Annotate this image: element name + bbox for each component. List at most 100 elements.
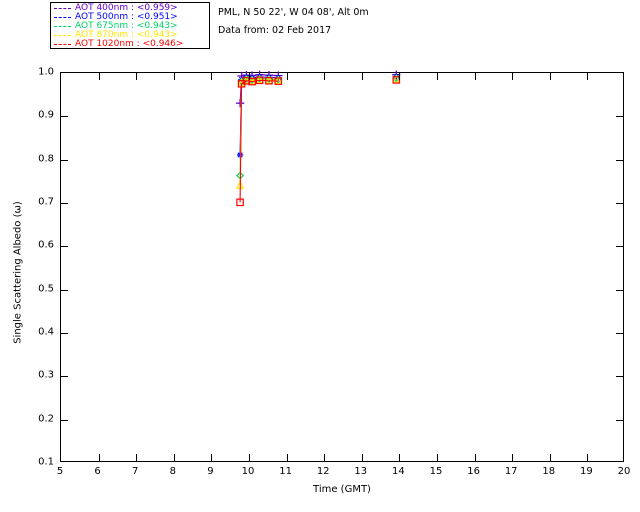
y-axis-tick xyxy=(61,159,68,161)
x-axis-tick xyxy=(98,454,100,461)
x-tick-label: 6 xyxy=(94,466,101,477)
y-axis-tick xyxy=(616,116,623,118)
x-axis-tick xyxy=(136,454,138,461)
x-axis-tick xyxy=(136,73,138,80)
data-point-diamond xyxy=(236,171,245,180)
data-point-triangle xyxy=(255,74,264,84)
y-axis-tick xyxy=(616,203,623,204)
plot-area xyxy=(60,70,624,462)
x-axis-tick xyxy=(324,73,326,80)
legend-item: AOT 1020nm : <0.946> xyxy=(54,40,207,49)
y-tick-labels: 0.1 0.2 0.3 0.4 0.5 0.6 0.7 0.8 0.9 1.0 xyxy=(0,0,54,512)
x-tick-label: 10 xyxy=(241,466,255,477)
data-point-square xyxy=(236,198,244,207)
data-point-plus xyxy=(255,70,264,79)
x-axis-tick xyxy=(324,454,326,461)
y-axis-tick xyxy=(61,203,68,204)
legend-dash-icon xyxy=(54,26,71,27)
data-point-star xyxy=(275,74,282,81)
x-tick-label: 7 xyxy=(132,466,139,477)
data-point-diamond xyxy=(274,75,283,84)
x-axis-tick xyxy=(361,454,363,461)
data-point-star xyxy=(265,74,273,81)
x-axis-tick xyxy=(286,73,288,80)
series-aot-675nm xyxy=(236,74,401,180)
y-tick-label: 0.6 xyxy=(38,239,54,251)
y-axis-tick xyxy=(616,289,623,291)
x-axis-tick xyxy=(249,454,250,461)
y-tick-label: 0.7 xyxy=(38,196,54,208)
legend-item: AOT 400nm : <0.959> xyxy=(54,4,207,13)
legend-item-label: AOT 870nm : <0.943> xyxy=(75,30,178,40)
data-point-diamond xyxy=(264,75,273,84)
series-line xyxy=(239,78,279,186)
x-tick-label: 12 xyxy=(316,466,330,477)
data-point-square xyxy=(255,76,264,85)
x-tick-label: 9 xyxy=(207,466,214,477)
legend-item: AOT 870nm : <0.943> xyxy=(54,31,207,40)
y-tick-label: 0.2 xyxy=(38,413,54,425)
data-point-star xyxy=(256,73,263,81)
x-tick-label: 17 xyxy=(504,466,518,477)
data-point-plus xyxy=(237,71,246,81)
y-tick-label: 0.1 xyxy=(38,456,54,468)
y-tick-label: 1.0 xyxy=(38,66,54,78)
y-axis-tick xyxy=(61,116,68,118)
series-line xyxy=(239,74,279,104)
legend-dash-icon xyxy=(54,44,71,45)
x-axis-tick xyxy=(361,73,363,80)
data-point-triangle xyxy=(274,75,283,85)
x-axis-tick xyxy=(399,454,401,461)
x-tick-label: 14 xyxy=(392,466,405,477)
data-date-text: Data from: 02 Feb 2017 xyxy=(218,25,332,36)
data-point-triangle xyxy=(235,180,245,189)
y-axis-tick xyxy=(61,333,68,334)
x-tick-label: 5 xyxy=(56,466,64,477)
data-point-square xyxy=(274,77,283,85)
y-axis-tick xyxy=(616,159,623,161)
legend-item: AOT 675nm : <0.943> xyxy=(54,22,207,31)
x-axis-tick xyxy=(211,73,213,80)
y-tick-label: 0.5 xyxy=(38,283,54,295)
x-tick-label: 16 xyxy=(467,466,480,477)
y-axis-tick xyxy=(616,419,623,421)
x-axis-tick xyxy=(173,454,175,461)
x-axis-tick xyxy=(98,73,100,80)
series-aot-400nm xyxy=(235,70,401,108)
x-axis-title: Time (GMT) xyxy=(313,484,371,495)
data-point-plus xyxy=(235,98,245,108)
legend-item-label: AOT 500nm : <0.951> xyxy=(75,12,178,22)
x-axis-tick xyxy=(286,454,288,461)
series-aot-1020nm xyxy=(236,76,401,207)
data-point-plus xyxy=(264,70,274,80)
legend-dash-icon xyxy=(54,17,71,18)
legend-item: AOT 500nm : <0.951> xyxy=(54,13,207,22)
data-point-triangle xyxy=(237,77,246,87)
series-line xyxy=(239,76,279,155)
y-axis-tick xyxy=(61,376,68,378)
y-axis-tick xyxy=(61,246,68,248)
data-point-diamond xyxy=(237,77,246,86)
data-point-star xyxy=(238,76,245,83)
y-axis-tick xyxy=(616,246,623,248)
series-line xyxy=(239,78,279,176)
legend-dash-icon xyxy=(54,8,71,9)
x-axis-tick xyxy=(249,73,250,80)
y-axis-tick xyxy=(61,419,68,421)
x-tick-label: 20 xyxy=(617,466,631,477)
y-axis-tick xyxy=(61,289,68,291)
data-point-star xyxy=(236,151,244,159)
x-axis-tick xyxy=(512,454,514,461)
x-tick-label: 11 xyxy=(279,466,292,477)
x-axis-tick xyxy=(173,73,175,80)
legend-item-label: AOT 675nm : <0.943> xyxy=(75,21,178,31)
x-tick-label: 15 xyxy=(429,466,443,477)
data-point-plus xyxy=(274,71,283,80)
legend-item-label: AOT 1020nm : <0.946> xyxy=(75,39,184,49)
x-axis-tick xyxy=(474,73,476,80)
x-tick-label: 13 xyxy=(354,466,368,477)
x-axis-tick xyxy=(549,73,551,80)
x-axis-tick xyxy=(437,454,438,461)
series-aot-500nm xyxy=(236,73,400,159)
